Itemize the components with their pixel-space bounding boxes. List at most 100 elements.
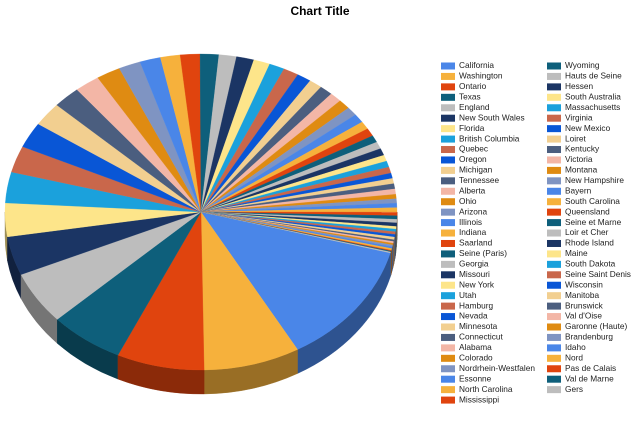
legend-swatch (441, 156, 455, 163)
legend-swatch (441, 73, 455, 80)
legend-label: Michigan (459, 165, 493, 175)
legend-swatch (441, 219, 455, 226)
legend-swatch (547, 365, 561, 372)
legend-label: Kentucky (565, 144, 600, 154)
legend-swatch (441, 63, 455, 70)
legend-label: Mississippi (459, 394, 499, 404)
legend-swatch (547, 177, 561, 184)
legend-label: Washington (459, 71, 503, 81)
legend-label: New South Wales (459, 112, 525, 122)
legend-label: Brandenburg (565, 332, 613, 342)
legend-label: Indiana (459, 227, 487, 237)
legend-label: Massachusetts (565, 102, 620, 112)
legend-swatch (441, 94, 455, 101)
legend-swatch (547, 83, 561, 90)
legend-swatch (547, 209, 561, 216)
legend-label: Rhode Island (565, 238, 614, 248)
legend-swatch (547, 156, 561, 163)
legend-swatch (547, 240, 561, 247)
legend-swatch (547, 250, 561, 257)
legend-label: Connecticut (459, 332, 504, 342)
legend-label: Seine et Marne (565, 217, 622, 227)
legend-swatch (547, 386, 561, 393)
legend-swatch (547, 146, 561, 153)
legend-swatch (547, 334, 561, 341)
legend-label: Illinois (459, 217, 482, 227)
legend-swatch (547, 303, 561, 310)
legend-label: Ontario (459, 81, 487, 91)
legend-swatch (441, 125, 455, 132)
legend-label: Nordrhein-Westfalen (459, 363, 535, 373)
legend-label: England (459, 102, 490, 112)
legend-swatch (441, 355, 455, 362)
legend-label: Wyoming (565, 60, 600, 70)
legend-swatch (547, 292, 561, 299)
legend-swatch (547, 355, 561, 362)
legend-swatch (547, 344, 561, 351)
legend-label: Loiret (565, 133, 586, 143)
legend-swatch (441, 365, 455, 372)
legend-label: Bayern (565, 185, 592, 195)
legend-label: Utah (459, 290, 477, 300)
legend-label: Minnesota (459, 321, 498, 331)
legend-swatch (547, 219, 561, 226)
legend-label: Ohio (459, 196, 477, 206)
legend-label: Texas (459, 92, 481, 102)
legend-swatch (441, 167, 455, 174)
legend-label: New Mexico (565, 123, 611, 133)
legend-swatch (441, 115, 455, 122)
legend-swatch (441, 324, 455, 331)
legend-label: Val d'Oise (565, 311, 602, 321)
legend-swatch (441, 344, 455, 351)
legend-swatch (441, 292, 455, 299)
legend-label: Manitoba (565, 290, 600, 300)
legend-swatch (547, 271, 561, 278)
legend-label: Virginia (565, 112, 593, 122)
legend-label: Wisconsin (565, 279, 603, 289)
legend-swatch (547, 198, 561, 205)
legend-swatch (441, 209, 455, 216)
legend-label: Nevada (459, 311, 488, 321)
legend-swatch (441, 240, 455, 247)
legend-label: Quebec (459, 144, 488, 154)
legend-swatch (441, 313, 455, 320)
legend-label: Tennessee (459, 175, 500, 185)
legend-label: Nord (565, 353, 583, 363)
chart-title: Chart Title (290, 4, 349, 18)
legend-swatch (441, 230, 455, 237)
legend-swatch (547, 230, 561, 237)
legend-label: Brunswick (565, 300, 604, 310)
legend-label: Loir et Cher (565, 227, 609, 237)
legend-label: Queensland (565, 206, 610, 216)
legend-swatch (441, 198, 455, 205)
legend-label: Hamburg (459, 300, 494, 310)
legend-swatch (441, 83, 455, 90)
legend-swatch (547, 94, 561, 101)
legend-label: Colorado (459, 353, 493, 363)
legend-swatch (547, 125, 561, 132)
legend-swatch (441, 334, 455, 341)
legend-swatch (441, 177, 455, 184)
legend-label: South Australia (565, 92, 621, 102)
legend-label: New York (459, 279, 495, 289)
legend-swatch (441, 250, 455, 257)
legend-swatch (547, 324, 561, 331)
legend-swatch (441, 146, 455, 153)
legend-label: Seine Saint Denis (565, 269, 631, 279)
legend-swatch (547, 376, 561, 383)
legend-label: British Columbia (459, 133, 520, 143)
legend-swatch (547, 167, 561, 174)
legend-swatch (441, 136, 455, 143)
legend-label: Hauts de Seine (565, 71, 622, 81)
legend-label: Val de Marne (565, 373, 614, 383)
legend-label: New Hampshire (565, 175, 624, 185)
legend-swatch (441, 282, 455, 289)
legend-swatch (547, 282, 561, 289)
legend-swatch (441, 386, 455, 393)
legend-swatch (547, 261, 561, 268)
legend-label: Gers (565, 384, 583, 394)
legend-label: North Carolina (459, 384, 513, 394)
legend-label: Pas de Calais (565, 363, 616, 373)
